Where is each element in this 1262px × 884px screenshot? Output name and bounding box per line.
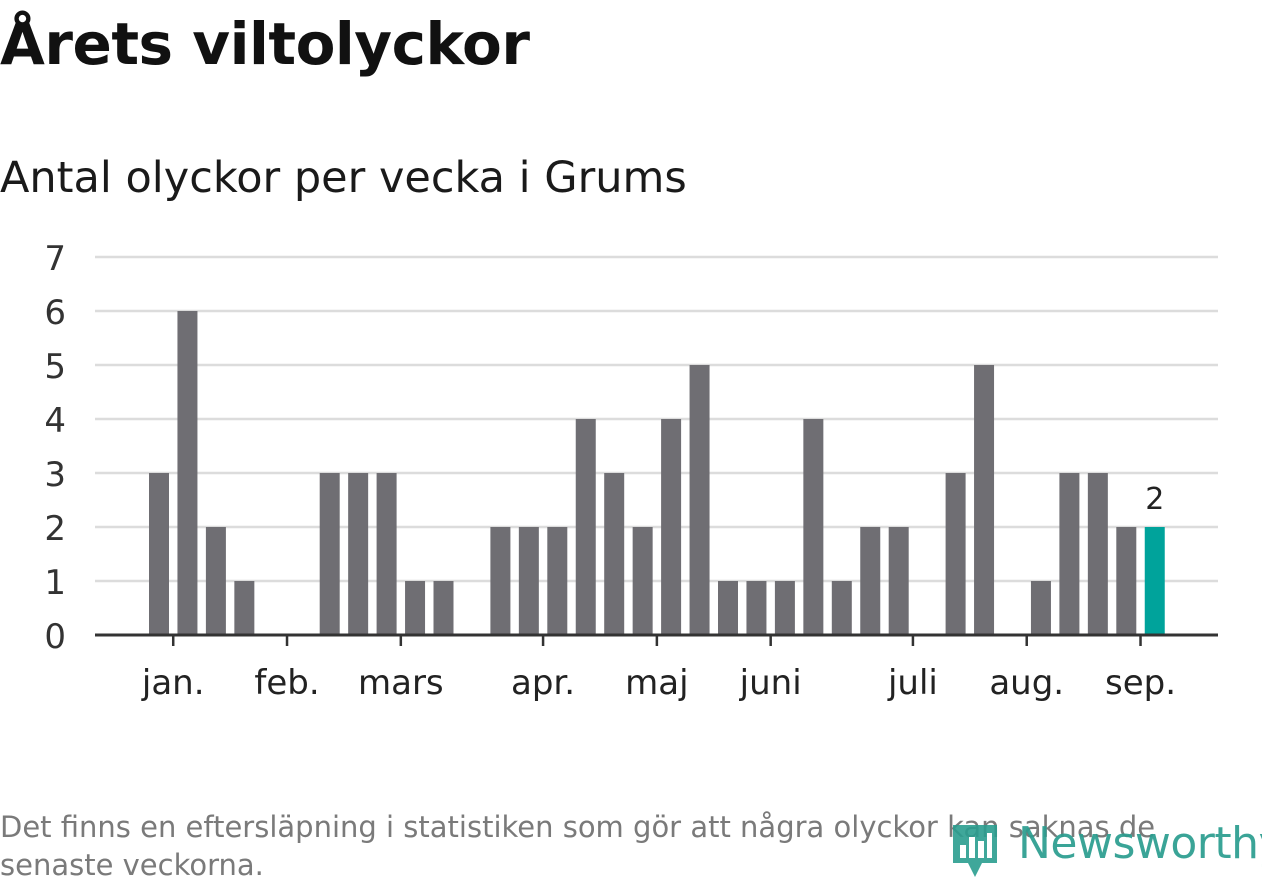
bar	[689, 365, 710, 635]
bar	[718, 581, 738, 635]
bar	[319, 473, 340, 635]
y-tick-label: 0	[44, 617, 66, 657]
bar	[405, 581, 426, 635]
x-tick-label: maj	[625, 663, 688, 703]
chart-subtitle: Antal olyckor per vecka i Grums	[0, 153, 687, 203]
x-axis: jan. feb. mars apr. maj juni juli aug. sep.	[95, 633, 1218, 703]
bar	[632, 527, 653, 635]
bar	[945, 473, 966, 635]
bar	[348, 473, 369, 635]
bar	[746, 581, 767, 635]
y-tick-label: 6	[44, 293, 66, 333]
bars	[149, 311, 1165, 635]
y-axis-ticks: 0 1 2 3 4 5 6 7	[44, 239, 66, 657]
newsworthy-logo: Newsworthy	[950, 815, 1262, 879]
bar	[604, 473, 625, 635]
bar	[774, 581, 795, 635]
bar-chart-pin-icon	[953, 825, 997, 877]
bar	[860, 527, 881, 635]
y-tick-label: 3	[44, 455, 66, 495]
x-tick-label: mars	[358, 663, 444, 703]
bar	[575, 419, 596, 635]
y-tick-label: 4	[44, 401, 66, 441]
grid-lines	[95, 255, 1218, 583]
bar	[234, 581, 255, 635]
x-tick-label: juni	[739, 663, 802, 703]
bar	[433, 581, 454, 635]
bar	[1116, 527, 1137, 635]
bar	[149, 473, 169, 635]
data-label: 2	[1145, 482, 1164, 517]
x-tick-label: sep.	[1105, 663, 1176, 703]
bar	[547, 527, 568, 635]
bar	[376, 473, 397, 635]
bar-chart: 0 1 2 3 4 5 6 7 2 jan. feb. mars apr. maj juni juli au…	[44, 239, 1218, 703]
bar	[1030, 581, 1051, 635]
bar	[518, 527, 539, 635]
y-tick-label: 7	[44, 239, 66, 279]
logo-text: Newsworthy	[1018, 818, 1262, 869]
x-tick-label: aug.	[989, 663, 1064, 703]
bar	[205, 527, 226, 635]
x-tick-label: feb.	[254, 663, 319, 703]
chart-title: Årets viltolyckor	[0, 10, 530, 78]
data-labels: 2	[1145, 482, 1164, 517]
bar	[177, 311, 198, 635]
bar	[888, 527, 909, 635]
x-tick-label: juli	[887, 663, 938, 703]
x-tick-label: apr.	[511, 663, 575, 703]
y-tick-label: 5	[44, 347, 66, 387]
x-tick-label: jan.	[141, 663, 205, 703]
bar	[490, 527, 511, 635]
y-tick-label: 2	[44, 509, 66, 549]
bar	[661, 419, 682, 635]
bar	[1059, 473, 1080, 635]
bar	[974, 365, 995, 635]
bar	[803, 419, 824, 635]
y-tick-label: 1	[44, 563, 66, 603]
bar-highlight	[1144, 527, 1165, 635]
bar	[1087, 473, 1108, 635]
bar	[831, 581, 852, 635]
